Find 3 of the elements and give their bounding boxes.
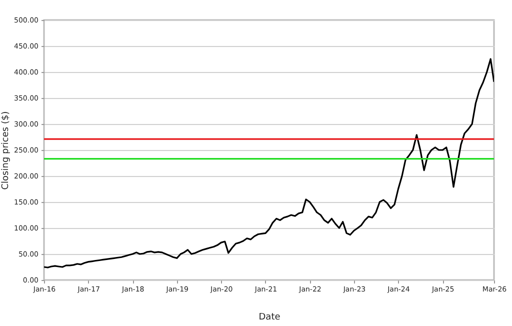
y-axis-title: Closing prices ($) — [1, 111, 12, 190]
line-series — [44, 58, 494, 268]
x-axis-title: Date — [258, 312, 281, 322]
